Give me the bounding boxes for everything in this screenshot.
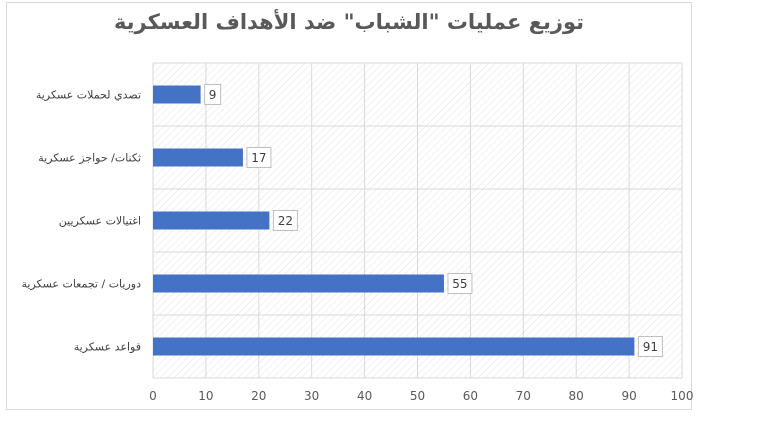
data-label: 91	[643, 340, 658, 354]
data-label-box	[246, 147, 272, 168]
x-tick-label: 100	[671, 389, 694, 403]
chart-title: توزيع عمليات "الشباب" ضد الأهداف العسكري…	[113, 10, 585, 34]
category-labels: تصدي لحملات عسكرية ثكنات/ حواجز عسكرية اغت…	[21, 89, 141, 354]
data-label: 55	[452, 277, 467, 291]
x-tick-label: 10	[198, 389, 213, 403]
grid-lines	[152, 62, 683, 379]
bar	[153, 337, 635, 356]
data-label-box	[204, 84, 222, 105]
x-tick-label: 20	[251, 389, 266, 403]
x-tick-label: 60	[463, 389, 478, 403]
category-label: اغتيالات عسكريين	[59, 215, 141, 228]
data-label-box	[637, 336, 663, 357]
x-tick-label: 90	[621, 389, 636, 403]
x-axis-ticks: 0 10 20 30 40 50 60 70 80 90 100	[149, 389, 693, 403]
x-tick-label: 0	[149, 389, 157, 403]
x-tick-label: 40	[357, 389, 372, 403]
data-label: 17	[251, 151, 266, 165]
bars: 9 17 22 55 91	[153, 84, 663, 357]
x-tick-label: 80	[569, 389, 584, 403]
bar	[153, 211, 270, 230]
x-tick-label: 70	[516, 389, 531, 403]
category-label: قواعد عسكرية	[74, 341, 141, 354]
bar	[153, 148, 243, 167]
data-label: 9	[209, 88, 217, 102]
data-label: 22	[278, 214, 293, 228]
data-label-box	[447, 273, 473, 294]
data-label-box	[272, 210, 298, 231]
x-tick-label: 30	[304, 389, 319, 403]
category-label: تصدي لحملات عسكرية	[36, 89, 141, 102]
bar	[153, 85, 201, 104]
category-label: ثكنات/ حواجز عسكرية	[38, 152, 141, 165]
category-label: دوريات / تجمعات عسكرية	[21, 278, 141, 291]
x-tick-label: 50	[410, 389, 425, 403]
bar	[153, 274, 444, 293]
